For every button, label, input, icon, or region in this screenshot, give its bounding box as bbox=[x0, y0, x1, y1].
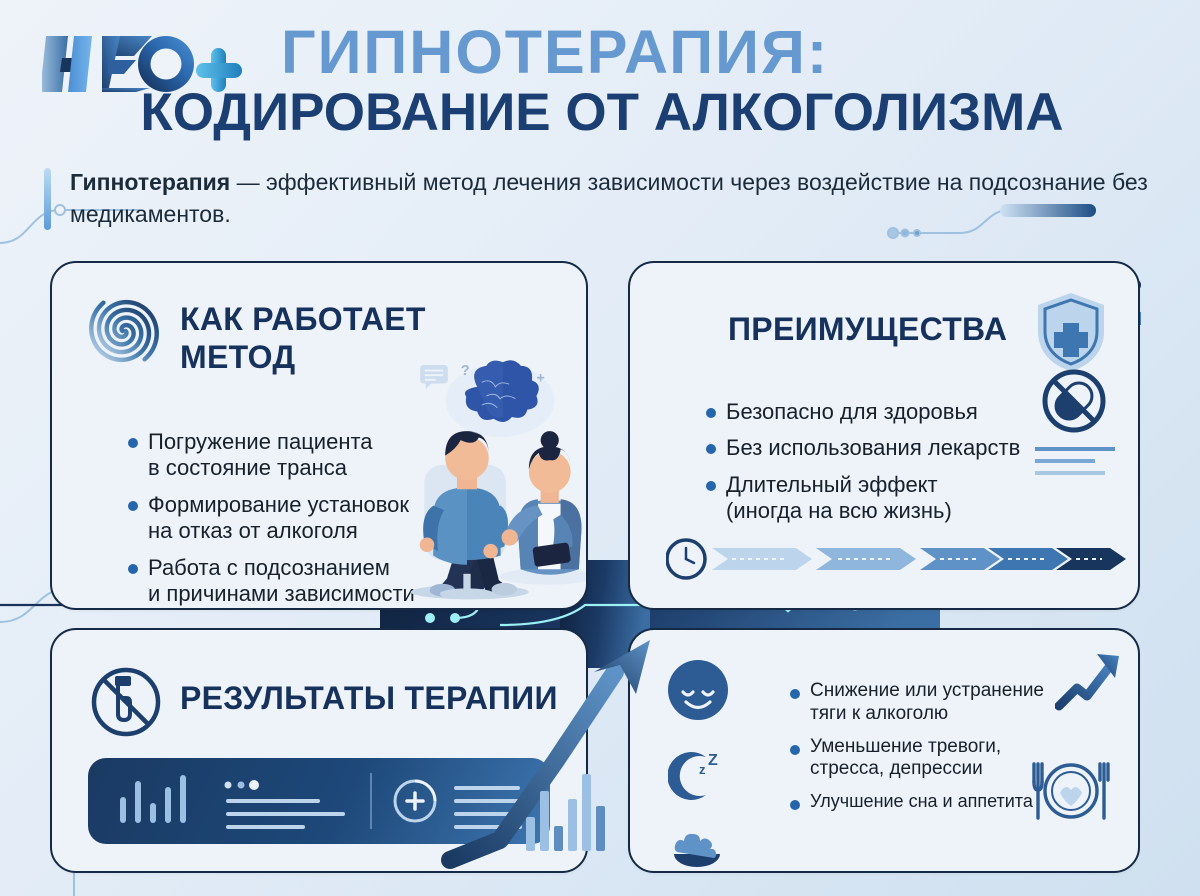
svg-text:z: z bbox=[699, 762, 706, 777]
svg-text:?: ? bbox=[461, 363, 470, 379]
svg-text:+: + bbox=[536, 370, 545, 386]
svg-text:Z: Z bbox=[708, 752, 718, 769]
